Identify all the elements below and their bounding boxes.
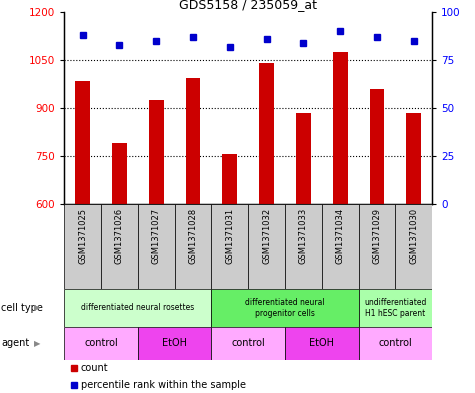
Bar: [296, 113, 311, 204]
Text: control: control: [84, 338, 118, 349]
Bar: [138, 327, 211, 360]
Text: percentile rank within the sample: percentile rank within the sample: [81, 380, 246, 390]
Bar: [211, 204, 248, 289]
Text: control: control: [379, 338, 412, 349]
Bar: [248, 204, 285, 289]
Text: GSM1371026: GSM1371026: [115, 208, 124, 264]
Bar: [211, 327, 285, 360]
Bar: [75, 81, 90, 204]
Text: ▶: ▶: [34, 339, 41, 348]
Bar: [407, 113, 421, 204]
Bar: [64, 204, 101, 289]
Bar: [101, 204, 138, 289]
Text: undifferentiated
H1 hESC parent: undifferentiated H1 hESC parent: [364, 298, 427, 318]
Text: GSM1371030: GSM1371030: [409, 208, 418, 264]
Bar: [359, 289, 432, 327]
Bar: [138, 204, 175, 289]
Text: EtOH: EtOH: [309, 338, 334, 349]
Text: GSM1371028: GSM1371028: [189, 208, 198, 264]
Text: EtOH: EtOH: [162, 338, 187, 349]
Text: GSM1371027: GSM1371027: [152, 208, 161, 264]
Text: GSM1371029: GSM1371029: [372, 208, 381, 264]
Text: count: count: [81, 363, 108, 373]
Text: differentiated neural
progenitor cells: differentiated neural progenitor cells: [245, 298, 325, 318]
Bar: [395, 204, 432, 289]
Bar: [359, 204, 395, 289]
Bar: [333, 52, 348, 204]
Bar: [175, 204, 211, 289]
Text: agent: agent: [1, 338, 29, 349]
Text: GSM1371032: GSM1371032: [262, 208, 271, 264]
Text: differentiated neural rosettes: differentiated neural rosettes: [81, 303, 194, 312]
Bar: [186, 77, 200, 204]
Bar: [64, 327, 138, 360]
Bar: [285, 204, 322, 289]
Text: ▶: ▶: [34, 303, 41, 312]
Text: control: control: [231, 338, 265, 349]
Bar: [149, 100, 163, 204]
Text: GSM1371034: GSM1371034: [336, 208, 345, 264]
Title: GDS5158 / 235059_at: GDS5158 / 235059_at: [179, 0, 317, 11]
Text: GSM1371031: GSM1371031: [225, 208, 234, 264]
Bar: [370, 89, 384, 204]
Bar: [259, 63, 274, 204]
Text: GSM1371025: GSM1371025: [78, 208, 87, 264]
Bar: [64, 289, 211, 327]
Bar: [322, 204, 359, 289]
Bar: [112, 143, 127, 204]
Text: GSM1371033: GSM1371033: [299, 208, 308, 264]
Bar: [285, 327, 359, 360]
Bar: [359, 327, 432, 360]
Bar: [222, 154, 237, 204]
Bar: [211, 289, 359, 327]
Text: cell type: cell type: [1, 303, 43, 313]
